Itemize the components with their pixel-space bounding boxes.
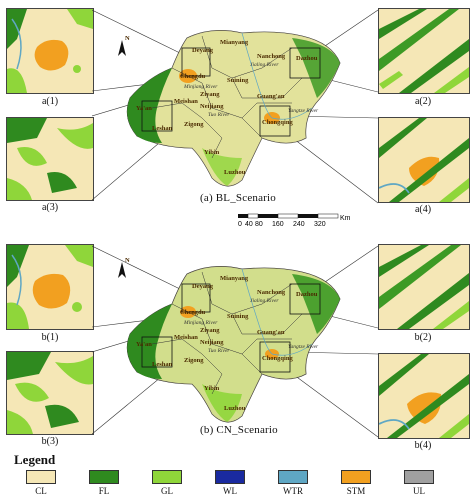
legend-swatch-fl xyxy=(89,470,119,484)
scale-unit: Km xyxy=(340,215,351,222)
scale-tick: 240 xyxy=(293,221,305,228)
inset-label-a4: a(4) xyxy=(414,204,432,215)
city-label: Leshan xyxy=(152,361,173,368)
main-map-a: N Mianyang Deyang Nanchong Dazhou Chengd… xyxy=(92,9,378,204)
inset-b3 xyxy=(6,351,94,435)
river-label: Jialing River xyxy=(250,298,279,304)
city-label: Ya'an xyxy=(136,105,152,112)
city-label: Meishan xyxy=(174,98,198,105)
leader-line xyxy=(321,9,378,49)
scale-bar-a: 0 40 80 160 240 320 Km xyxy=(238,213,351,228)
river-label: Minjiang River xyxy=(183,84,218,90)
legend-swatch-gl xyxy=(152,470,182,484)
legend-swatch-wtr xyxy=(278,470,308,484)
inset-label-a2: a(2) xyxy=(414,96,432,107)
legend-swatch-ul xyxy=(404,470,434,484)
river-label: Yangtze River xyxy=(288,108,319,114)
north-arrow-icon xyxy=(118,40,126,56)
legend-swatch-stm xyxy=(341,470,371,484)
scale-tick: 320 xyxy=(314,221,326,228)
inset-b1 xyxy=(6,244,94,330)
scale-tick: 80 xyxy=(255,221,263,228)
city-label: Mianyang xyxy=(220,275,249,282)
inset-label-a3: a(3) xyxy=(41,202,59,213)
scale-tick: 160 xyxy=(272,221,284,228)
city-label: Yibin xyxy=(204,149,220,156)
city-label: Neijiang xyxy=(200,339,224,346)
river-label: Jialing River xyxy=(250,62,279,68)
legend-label-wl: WL xyxy=(223,486,237,496)
river-label: Tuo River xyxy=(208,112,230,118)
river-label: Minjiang River xyxy=(183,320,218,326)
leader-line xyxy=(92,245,183,291)
legend-title: Legend xyxy=(14,452,56,467)
scale-tick: 40 xyxy=(245,221,253,228)
city-label: Chongqing xyxy=(262,119,293,126)
city-label: Dazhou xyxy=(296,55,318,62)
legend-label-fl: FL xyxy=(98,486,110,496)
inset-a1 xyxy=(6,8,94,94)
city-label: Guang'an xyxy=(257,93,285,100)
legend-label-cl: CL xyxy=(35,486,47,496)
city-label: Luzhou xyxy=(224,405,246,412)
river-label: Yangtze River xyxy=(288,344,319,350)
inset-label-b3: b(3) xyxy=(41,436,59,447)
inset-label-b2: b(2) xyxy=(414,332,432,343)
legend-label-wtr: WTR xyxy=(283,486,303,496)
inset-b2 xyxy=(378,244,470,330)
north-label: N xyxy=(125,35,130,42)
north-arrow-icon xyxy=(118,262,126,278)
inset-a4 xyxy=(378,117,470,203)
city-label: Ziyang xyxy=(200,91,220,98)
city-label: Mianyang xyxy=(220,39,249,46)
city-label: Meishan xyxy=(174,334,198,341)
city-label: Deyang xyxy=(192,47,214,54)
city-label: Ziyang xyxy=(200,327,220,334)
caption-a: (a) BL_Scenario xyxy=(200,192,276,204)
city-label: Leshan xyxy=(152,125,173,132)
city-label: Guang'an xyxy=(257,329,285,336)
city-label: Neijiang xyxy=(200,103,224,110)
leader-line xyxy=(289,371,378,438)
inset-label-a1: a(1) xyxy=(41,96,59,107)
city-label: Zigong xyxy=(184,121,204,128)
city-label: Chengdu xyxy=(180,309,206,316)
caption-b: (b) CN_Scenario xyxy=(200,424,278,436)
city-label: Zigong xyxy=(184,357,204,364)
city-label: Chongqing xyxy=(262,355,293,362)
city-label: Nanchong xyxy=(257,53,286,60)
legend-swatch-wl xyxy=(215,470,245,484)
main-map-b: N Mianyang Deyang Nanchong Dazhou Chengd… xyxy=(92,245,378,438)
north-label: N xyxy=(125,257,130,264)
inset-label-b4: b(4) xyxy=(414,440,432,451)
leader-line xyxy=(289,135,378,204)
inset-label-b1: b(1) xyxy=(41,332,59,343)
inset-a3 xyxy=(6,117,94,201)
city-label: Luzhou xyxy=(224,169,246,176)
inset-b4 xyxy=(378,353,470,439)
city-label: Chengdu xyxy=(180,73,206,80)
city-label: Suining xyxy=(227,77,249,84)
city-label: Yibin xyxy=(204,385,220,392)
legend-swatch-cl xyxy=(26,470,56,484)
river-label: Tuo River xyxy=(208,348,230,354)
legend-label-gl: GL xyxy=(161,486,173,496)
leader-line xyxy=(321,245,378,285)
city-label: Nanchong xyxy=(257,289,286,296)
city-label: Deyang xyxy=(192,283,214,290)
city-label: Ya'an xyxy=(136,341,152,348)
city-label: Dazhou xyxy=(296,291,318,298)
scale-tick: 0 xyxy=(238,221,242,228)
legend-label-ul: UL xyxy=(413,486,425,496)
inset-a2 xyxy=(378,8,470,94)
legend-label-stm: STM xyxy=(346,486,366,496)
city-label: Suining xyxy=(227,313,249,320)
leader-line xyxy=(92,9,183,55)
